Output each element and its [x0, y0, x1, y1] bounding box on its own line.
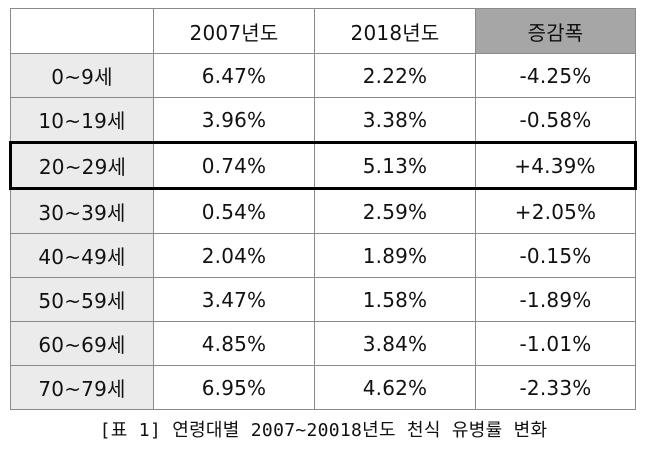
age-group-cell: 40~49세 [10, 233, 154, 278]
table-row: 60~69세 4.85% 3.84% -1.01% [10, 321, 636, 366]
value-2018-cell: 5.13% [314, 141, 476, 190]
age-group-cell: 30~39세 [10, 188, 154, 234]
header-2007: 2007년도 [153, 8, 315, 54]
table-caption: [표 1] 연령대별 2007~20018년도 천식 유병률 변화 [99, 420, 548, 441]
change-cell: -1.89% [475, 277, 636, 322]
change-cell: -0.58% [475, 97, 636, 143]
value-2007-cell: 6.95% [153, 365, 315, 410]
change-cell: +4.39% [475, 141, 637, 190]
value-2007-cell: 0.74% [153, 141, 315, 190]
value-2007-cell: 3.47% [153, 277, 315, 322]
table-row: 20~29세 0.74% 5.13% +4.39% [9, 141, 637, 190]
header-2018: 2018년도 [314, 8, 476, 54]
age-group-cell: 0~9세 [10, 53, 154, 98]
table-body: 0~9세 6.47% 2.22% -4.25% 10~19세 3.96% 3.38% -0.5… [9, 53, 637, 410]
value-2018-cell: 4.62% [314, 365, 476, 410]
value-2007-cell: 0.54% [153, 188, 315, 234]
value-2018-cell: 3.84% [314, 321, 476, 366]
value-2018-cell: 1.89% [314, 233, 476, 278]
table-row: 30~39세 0.54% 2.59% +2.05% [10, 188, 636, 234]
table-row: 40~49세 2.04% 1.89% -0.15% [10, 233, 636, 278]
age-group-cell: 10~19세 [10, 97, 154, 143]
table-row: 70~79세 6.95% 4.62% -2.33% [10, 365, 636, 410]
age-group-cell: 20~29세 [9, 141, 154, 190]
asthma-prevalence-table-container: 2007년도 2018년도 증감폭 0~9세 6.47% 2.22% -4.25% 10… [9, 8, 637, 410]
age-group-cell: 50~59세 [10, 277, 154, 322]
change-cell: -2.33% [475, 365, 636, 410]
value-2018-cell: 2.59% [314, 188, 476, 234]
value-2018-cell: 2.22% [314, 53, 476, 98]
header-change: 증감폭 [475, 8, 636, 54]
age-group-cell: 70~79세 [10, 365, 154, 410]
table-row: 0~9세 6.47% 2.22% -4.25% [10, 53, 636, 98]
asthma-prevalence-table: 2007년도 2018년도 증감폭 0~9세 6.47% 2.22% -4.25% 10… [9, 8, 637, 410]
value-2018-cell: 3.38% [314, 97, 476, 143]
value-2007-cell: 6.47% [153, 53, 315, 98]
change-cell: +2.05% [475, 188, 636, 234]
table-row: 10~19세 3.96% 3.38% -0.58% [10, 97, 636, 143]
change-cell: -4.25% [475, 53, 636, 98]
header-corner-cell [10, 8, 154, 54]
value-2007-cell: 2.04% [153, 233, 315, 278]
change-cell: -1.01% [475, 321, 636, 366]
change-cell: -0.15% [475, 233, 636, 278]
table-header-row: 2007년도 2018년도 증감폭 [10, 8, 636, 54]
value-2007-cell: 4.85% [153, 321, 315, 366]
value-2018-cell: 1.58% [314, 277, 476, 322]
age-group-cell: 60~69세 [10, 321, 154, 366]
table-row: 50~59세 3.47% 1.58% -1.89% [10, 277, 636, 322]
value-2007-cell: 3.96% [153, 97, 315, 143]
